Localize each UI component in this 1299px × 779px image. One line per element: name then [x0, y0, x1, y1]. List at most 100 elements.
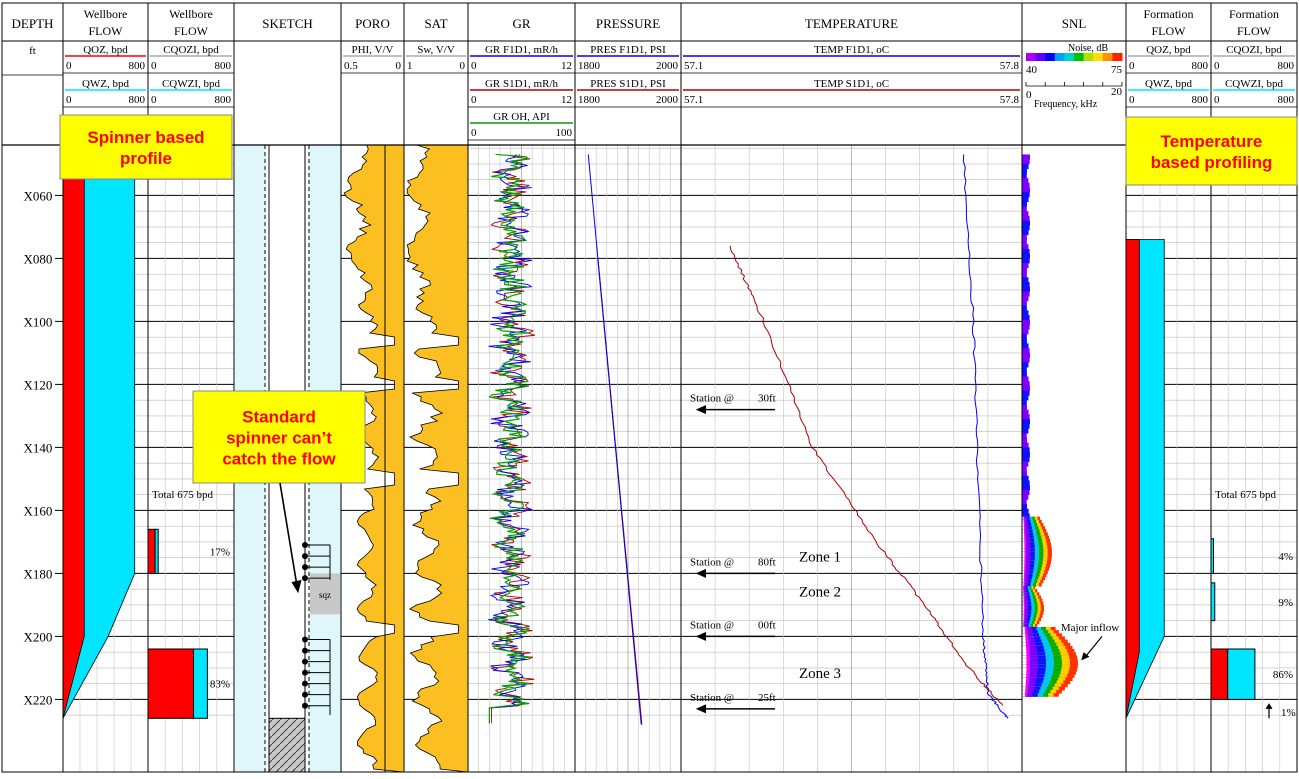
snl-noise-cell [1022, 352, 1030, 358]
snl-noise-cell [1022, 598, 1028, 603]
track-header-title: FLOW [1237, 24, 1272, 38]
snl-noise-cell [1022, 395, 1029, 401]
snl-noise-cell [1022, 201, 1027, 207]
snl-noise-cell [1022, 523, 1024, 527]
spinner-callout-text: Spinner based [87, 128, 204, 147]
squeeze-block [310, 573, 340, 615]
depth-tick-label: X100 [24, 314, 53, 329]
pressure-f1d1-curve [587, 154, 642, 725]
snl-noise-cell [1022, 357, 1030, 363]
snl-noise-cell [1022, 499, 1027, 505]
standard-spinner-callout-text: catch the flow [222, 450, 336, 469]
snl-noise-cell [1022, 475, 1029, 481]
snl-noise-cell [1022, 545, 1025, 549]
curve-scale-min: 1 [407, 60, 413, 72]
snl-noise-cell [1022, 570, 1025, 574]
snl-noise-cell [1022, 244, 1029, 250]
snl-noise-cell [1022, 614, 1024, 618]
snl-noise-cell [1022, 385, 1030, 392]
curve-scale-max: 800 [129, 60, 146, 72]
curve-scale-max: 100 [556, 127, 573, 139]
snl-colorbar-cell [1054, 53, 1065, 61]
snl-noise-cell [1022, 461, 1029, 467]
curve-scale-min: 0 [471, 60, 477, 72]
snl-noise-cell [1022, 215, 1030, 221]
snl-noise-cell [1022, 494, 1029, 500]
snl-noise-cell [1022, 489, 1030, 495]
callout-arrow [279, 482, 298, 587]
spinner-callout-text: profile [120, 149, 172, 168]
snl-noise-cell [1022, 680, 1026, 685]
curve-scale-min: 1800 [578, 60, 601, 72]
curve-scale-min: 57.1 [684, 94, 703, 106]
curve-scale-max: 57.8 [1000, 60, 1020, 72]
standard-spinner-callout-box [192, 390, 366, 484]
snl-colorbar-cell [1064, 53, 1075, 61]
snl-noise-cell [1022, 291, 1030, 297]
curve-scale-max: 0 [396, 60, 402, 72]
curve-scale-max: 800 [129, 94, 146, 106]
major-inflow-arrow [1083, 636, 1103, 659]
snl-noise-cell [1022, 253, 1030, 259]
depth-tick-label: X220 [24, 692, 53, 707]
snl-noise-cell [1022, 573, 1024, 578]
gr-s1d1-curve [490, 154, 536, 724]
curve-name: CQWZI, bpd [162, 78, 221, 90]
snl-noise-cell [1022, 310, 1029, 316]
station-label: Station @ [690, 393, 734, 405]
snl-noise-cell [1022, 567, 1025, 571]
formation-cum-water-bar [1210, 582, 1216, 622]
spinner-callout-box [59, 114, 233, 180]
snl-noise-cell [1022, 674, 1027, 678]
curve-name: QWZ, bpd [1145, 78, 1193, 90]
depth-tick-label: X200 [24, 629, 53, 644]
curve-scale-min: 0 [1129, 60, 1135, 72]
track-header-title: Wellbore [84, 7, 128, 21]
snl-noise-cell [1022, 371, 1027, 377]
curve-name: TEMP F1D1, oC [814, 44, 889, 56]
snl-noise-cell [1022, 338, 1027, 344]
track-header-title: FLOW [1152, 24, 1187, 38]
curve-name: QWZ, bpd [82, 78, 130, 90]
snl-noise-cell [1022, 589, 1024, 593]
depth-tick-label: X180 [24, 566, 53, 581]
station-arrowhead [695, 704, 707, 714]
snl-noise-cell [1022, 661, 1027, 666]
wellbore-cum-oil-bar [147, 648, 195, 719]
formation-cum-percent-label: 4% [1278, 551, 1293, 563]
snl-noise-cell [1022, 636, 1035, 641]
snl-noise-cell [1022, 178, 1029, 184]
curve-scale-max: 800 [1192, 94, 1209, 106]
snl-noise-cell [1022, 516, 1024, 521]
snl-noise-cell [1022, 532, 1025, 537]
snl-noise-cell [1022, 329, 1029, 335]
temperature-callout-text: based profiling [1151, 153, 1273, 172]
snl-colorbar-cell [1035, 53, 1046, 61]
track-header-title: SNL [1062, 16, 1087, 31]
snl-noise-cell [1022, 230, 1029, 236]
snl-noise-cell [1022, 390, 1030, 396]
curve-scale-min: 0 [151, 60, 157, 72]
curve-scale-max: 800 [215, 60, 232, 72]
snl-noise-cell [1022, 277, 1029, 283]
snl-noise-cell [1022, 611, 1024, 615]
snl-noise-cell [1022, 529, 1024, 533]
snl-noise-cell [1022, 300, 1027, 306]
callout-arrowhead [291, 579, 302, 594]
snl-noise-cell [1022, 168, 1028, 174]
snl-noise-cell [1022, 560, 1025, 565]
formation-cum-percent-label: 9% [1278, 597, 1293, 609]
depth-unit: ft [29, 45, 36, 57]
snl-noise-cell [1022, 220, 1030, 226]
formation-oil-profile [1125, 239, 1140, 719]
snl-noise-cell [1022, 305, 1027, 311]
curve-name: CQWZI, bpd [1225, 78, 1284, 90]
snl-noise-cell [1022, 519, 1024, 524]
wellbore-oil-profile [62, 157, 85, 719]
zone-label: Zone 1 [799, 550, 841, 566]
curve-scale-min: 0 [1129, 94, 1135, 106]
snl-noise-cell [1022, 343, 1029, 349]
gr-oh-curve [488, 153, 531, 724]
curve-scale-max: 800 [1278, 94, 1295, 106]
temperature-callout: Temperature based profiling [1125, 116, 1298, 186]
